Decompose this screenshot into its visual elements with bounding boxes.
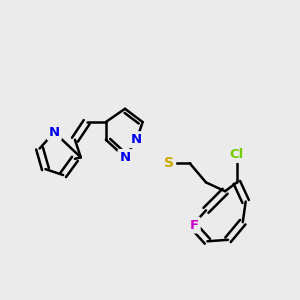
- Text: N: N: [119, 151, 130, 164]
- Text: S: S: [164, 156, 174, 170]
- Text: N: N: [131, 133, 142, 146]
- Text: F: F: [190, 219, 199, 232]
- Text: Cl: Cl: [230, 148, 244, 161]
- Text: N: N: [49, 126, 60, 139]
